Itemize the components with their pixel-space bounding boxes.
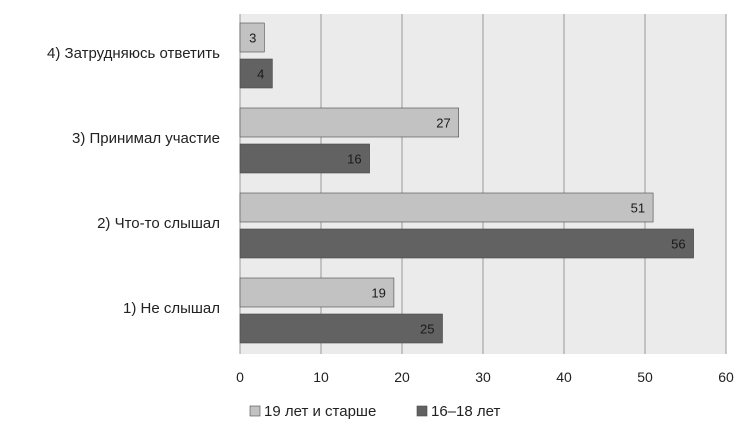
legend-label: 19 лет и старше (264, 403, 376, 420)
legend-swatch (416, 405, 428, 417)
bar (239, 107, 459, 138)
bars: 3 4 27 16 51 56 19 25 (239, 22, 694, 344)
bar-value-label: 51 (631, 201, 645, 216)
bar (239, 192, 654, 223)
x-tick-label: 0 (236, 369, 244, 385)
bar (239, 143, 370, 174)
x-tick-label: 30 (475, 369, 491, 385)
bar-value-label: 3 (249, 31, 256, 46)
x-tick-label: 60 (718, 369, 734, 385)
bar (239, 313, 443, 344)
x-tick-label: 20 (394, 369, 410, 385)
category-labels: 4) Затрудняюсь ответить 3) Принимал участ… (47, 45, 220, 317)
x-tick-label: 40 (556, 369, 572, 385)
x-axis: 0 10 20 30 40 50 60 (236, 369, 734, 385)
bar (239, 277, 395, 308)
bar-value-label: 56 (671, 237, 685, 252)
bar (239, 228, 694, 259)
bar (239, 58, 273, 89)
category-label: 1) Не слышал (123, 300, 220, 317)
legend-label: 16–18 лет (431, 403, 500, 420)
category-label: 3) Принимал участие (72, 130, 220, 147)
x-tick-label: 10 (313, 369, 329, 385)
bar-value-label: 4 (257, 67, 264, 82)
legend-swatch (249, 405, 261, 417)
legend: 19 лет и старше 16–18 лет (249, 403, 500, 420)
bar (239, 22, 265, 53)
bar-value-label: 25 (420, 322, 434, 337)
x-tick-label: 50 (637, 369, 653, 385)
bar-value-label: 16 (347, 152, 361, 167)
bar-value-label: 27 (436, 116, 450, 131)
category-label: 4) Затрудняюсь ответить (47, 45, 220, 62)
category-label: 2) Что-то слышал (97, 215, 220, 232)
bar-value-label: 19 (371, 286, 385, 301)
